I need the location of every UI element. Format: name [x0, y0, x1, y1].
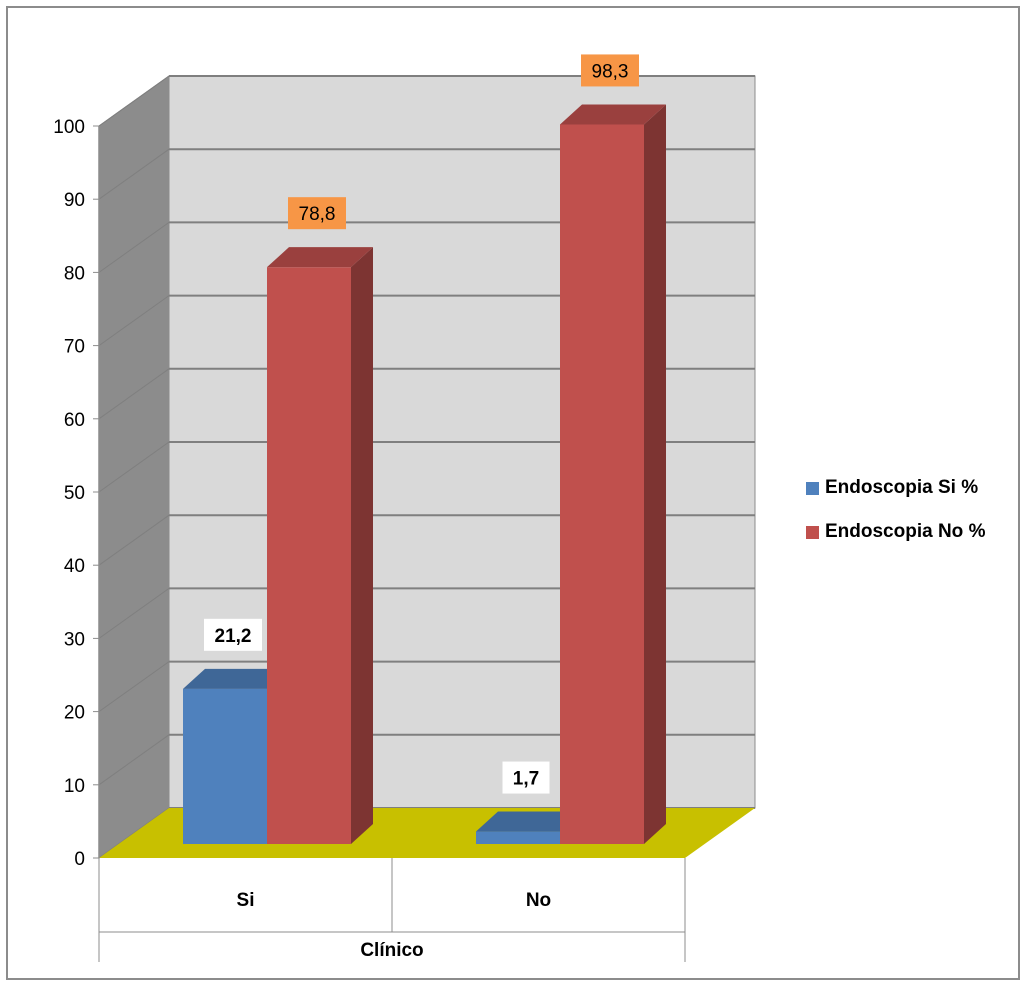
bar-top: [183, 668, 289, 689]
bar-side: [644, 104, 666, 845]
bar-top: [560, 104, 666, 125]
bar-si-endoscopia-no: [267, 247, 373, 845]
data-label: 78,8: [299, 204, 336, 225]
legend-label: Endoscopia Si %: [825, 477, 979, 498]
side-gridline: [98, 148, 170, 200]
side-gridline: [98, 75, 170, 127]
side-gridline: [98, 441, 170, 493]
legend-label: Endoscopia No %: [825, 521, 986, 542]
legend-swatch: [806, 481, 819, 495]
side-gridline: [98, 514, 170, 566]
y-tick-label: 90: [64, 190, 85, 211]
side-gridline: [98, 661, 170, 713]
y-tick-label: 10: [64, 776, 85, 797]
y-tick-label: 40: [64, 556, 85, 577]
chart-plot: 0 10 20 30 40 50 60 70 80 90 100 Si No Clínico 21,2 7…: [53, 54, 756, 962]
bar-side: [351, 247, 373, 844]
data-label-bg: [204, 618, 262, 651]
bar-front: [267, 267, 351, 845]
data-label: 21,2: [215, 626, 252, 647]
x-category-label: No: [526, 890, 551, 911]
legend-item: Endoscopia Si %: [806, 477, 985, 498]
y-tick-label: 80: [64, 263, 85, 284]
y-tick-label: 30: [64, 629, 85, 650]
side-gridline: [98, 368, 170, 420]
side-gridline: [98, 295, 170, 347]
side-gridline: [98, 734, 170, 786]
bar-no-endoscopia-no: [560, 104, 666, 845]
data-label-bg: [288, 197, 346, 230]
data-label: 1,7: [513, 769, 539, 790]
y-tick-label: 60: [64, 410, 85, 431]
side-gridline: [98, 221, 170, 273]
x-category-label: Si: [237, 890, 255, 911]
y-tick-label: 50: [64, 483, 85, 504]
data-label-bg: [502, 761, 550, 794]
side-gridline: [98, 587, 170, 639]
bar-front: [560, 124, 644, 845]
data-label: 98,3: [592, 61, 629, 82]
bar-top: [267, 247, 373, 268]
y-tick-label: 70: [64, 337, 85, 358]
bar-front: [183, 688, 267, 844]
bar-top: [476, 811, 582, 832]
legend: Endoscopia Si % Endoscopia No %: [806, 477, 986, 566]
legend-item: Endoscopia No %: [806, 521, 986, 542]
y-tick-label: 0: [74, 849, 85, 870]
y-tick-label: 20: [64, 703, 85, 724]
legend-swatch: [806, 525, 819, 539]
x-axis-title: Clínico: [360, 940, 423, 961]
chart-frame: 0 10 20 30 40 50 60 70 80 90 100 Si No Clínico 21,2 7…: [6, 6, 1020, 980]
data-label-bg: [581, 54, 639, 87]
bar-front: [476, 831, 560, 844]
y-tick-label: 100: [53, 117, 85, 138]
